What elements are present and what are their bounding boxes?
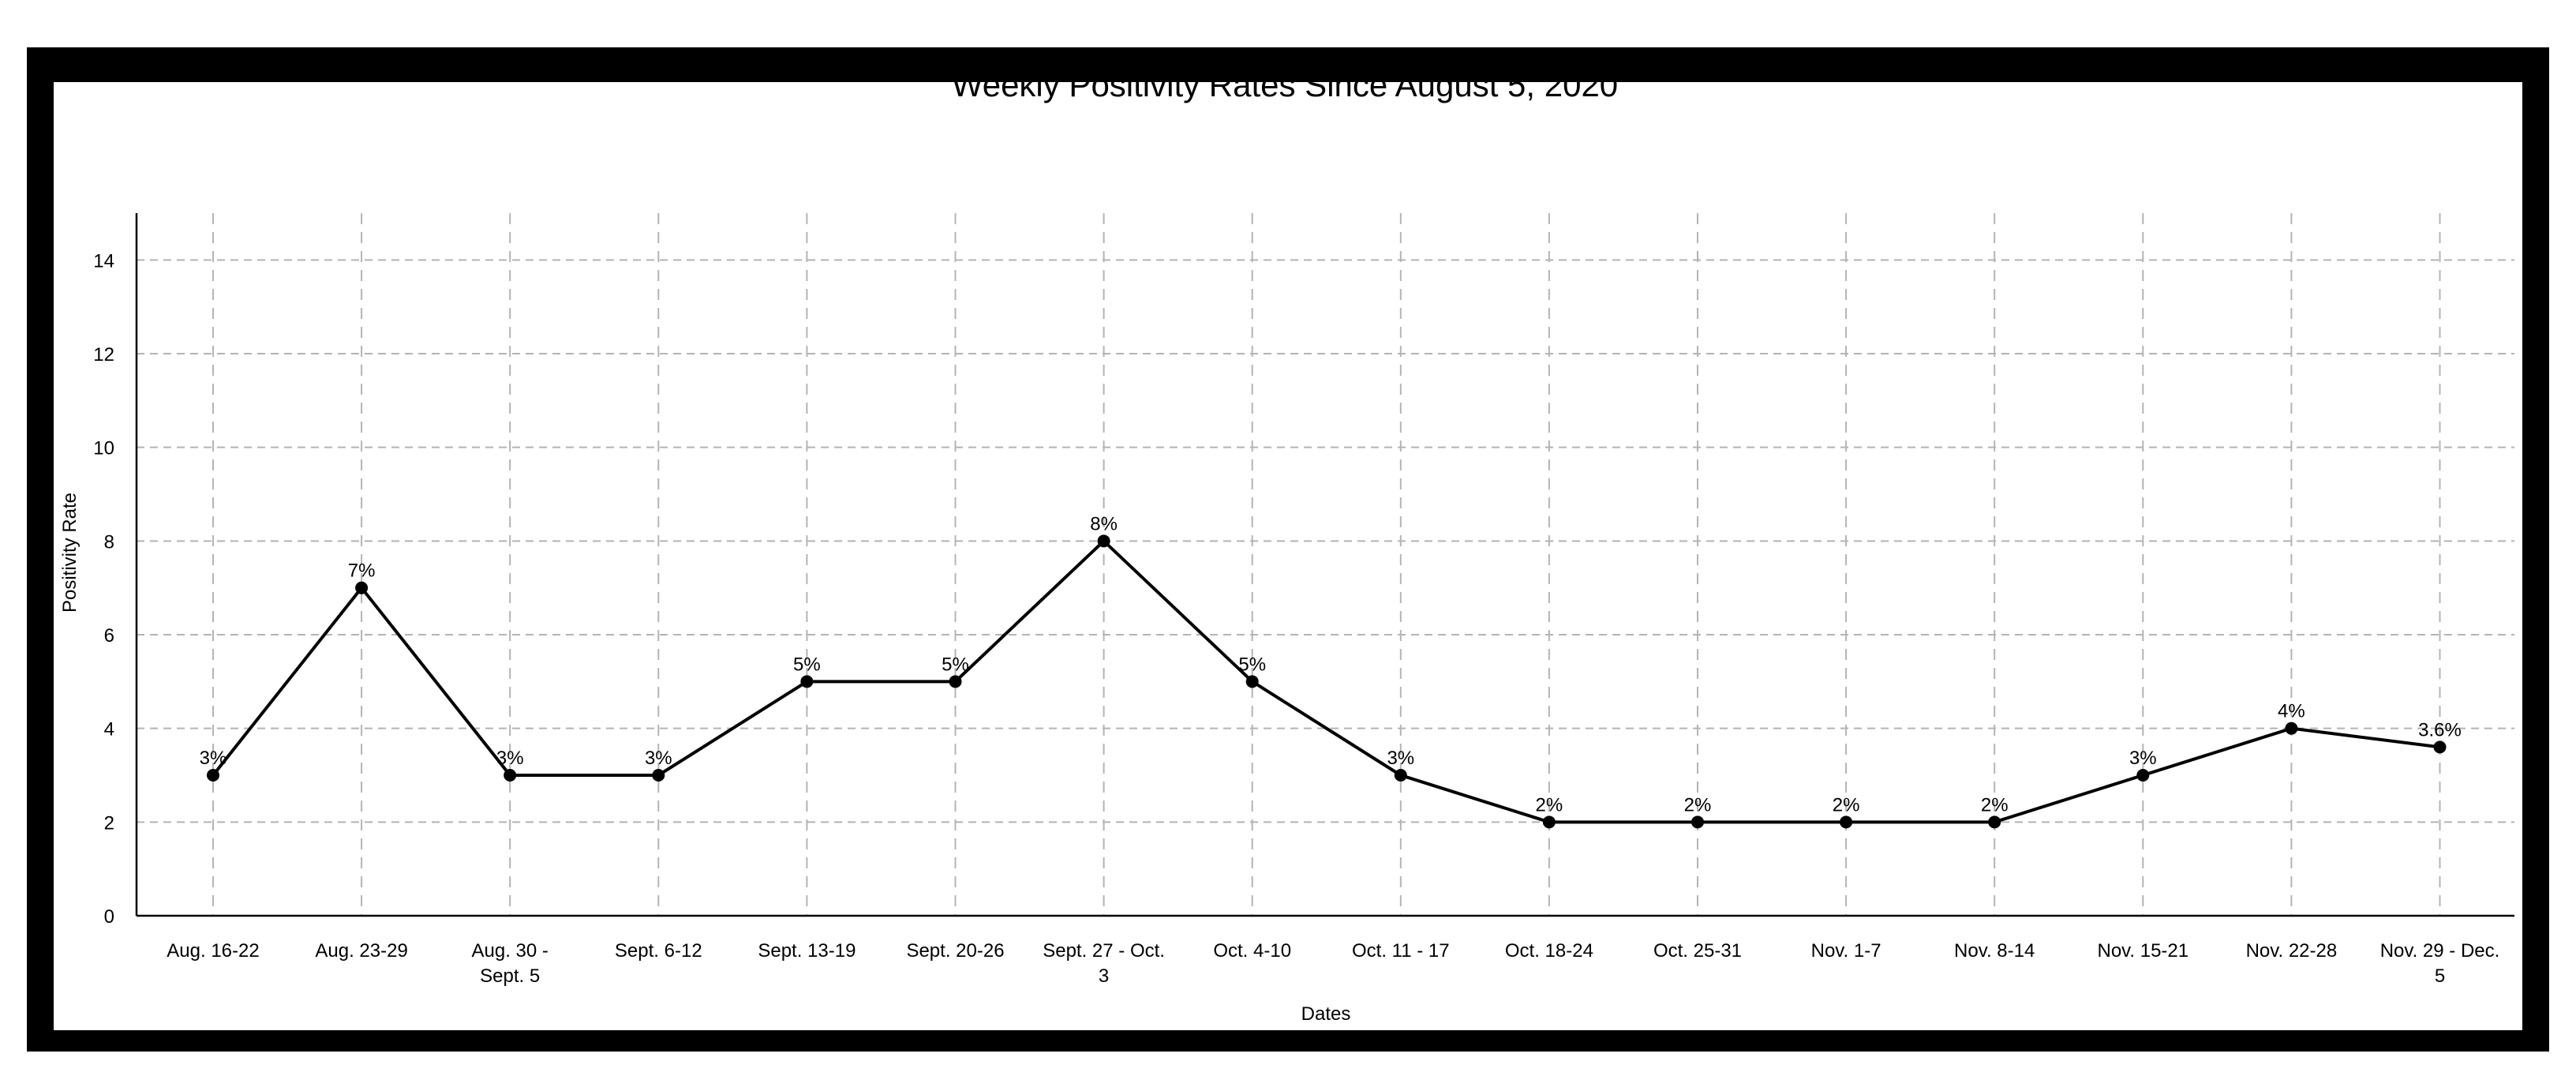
x-tick-label: Oct. 18-24: [1505, 940, 1593, 962]
data-label: 3.6%: [2418, 719, 2462, 740]
x-tick-label: Nov. 15-21: [2097, 940, 2188, 962]
data-label: 3%: [2129, 748, 2157, 769]
data-label: 8%: [1090, 513, 1118, 534]
data-point: [504, 769, 517, 782]
data-point: [207, 769, 219, 782]
tick-labels: 0 2 4 6 8 10 12 14 Aug. 16-22 Aug. 23-29 Aug. 30 -…: [93, 250, 2499, 987]
data-point: [1097, 534, 1110, 548]
data-label: 5%: [942, 654, 969, 675]
x-tick-label: Oct. 4-10: [1213, 940, 1291, 962]
x-tick-label: Nov. 8-14: [1954, 940, 2035, 962]
x-tick-label: Sept. 20-26: [906, 940, 1004, 962]
data-label: 2%: [1833, 794, 1860, 815]
x-axis-label: Dates: [1301, 1003, 1351, 1025]
data-point: [1394, 769, 1407, 782]
x-tick-label: Aug. 23-29: [315, 940, 407, 962]
y-tick-label: 12: [93, 344, 114, 366]
y-axis-label: Positivity Rate: [59, 493, 80, 613]
data-label: 3%: [645, 748, 672, 769]
x-tick-label: 5: [2435, 965, 2445, 987]
data-point: [1691, 815, 1704, 829]
data-label: 3%: [200, 748, 227, 769]
y-tick-label: 10: [93, 438, 114, 459]
data-point: [1988, 815, 2001, 829]
data-point: [2285, 722, 2298, 735]
data-label: 3%: [496, 748, 524, 769]
x-tick-label: Sept. 13-19: [758, 940, 856, 962]
data-point: [355, 581, 369, 594]
data-label: 3%: [1387, 748, 1414, 769]
data-point: [2433, 740, 2447, 754]
x-tick-label: Nov. 22-28: [2246, 940, 2338, 962]
data-label: 5%: [1238, 654, 1266, 675]
series-line: [212, 538, 2440, 824]
x-tick-label: Oct. 25-31: [1653, 940, 1742, 962]
y-tick-label: 4: [104, 719, 114, 740]
data-point: [652, 769, 665, 782]
gridlines: [137, 213, 2514, 916]
data-label: 7%: [348, 560, 376, 582]
y-tick-label: 6: [104, 625, 114, 647]
data-label: 5%: [793, 654, 821, 675]
data-point: [800, 675, 814, 688]
x-tick-label: Aug. 16-22: [167, 940, 259, 962]
y-tick-label: 2: [104, 812, 114, 834]
data-label: 4%: [2278, 701, 2305, 722]
x-tick-label: Nov. 1-7: [1811, 940, 1881, 962]
x-tick-label: Sept. 27 - Oct.: [1043, 940, 1165, 962]
data-point: [1245, 675, 1259, 688]
data-label: 2%: [1684, 794, 1712, 815]
y-tick-label: 0: [104, 906, 114, 928]
chart-title: Weekly Positivity Rates Since August 5, …: [952, 66, 1618, 103]
axes: [135, 213, 2514, 917]
data-point: [2136, 769, 2150, 782]
y-tick-label: 14: [93, 250, 114, 272]
y-tick-label: 8: [104, 531, 114, 553]
chart-background: [54, 82, 2522, 1030]
x-tick-label: Nov. 29 - Dec.: [2380, 940, 2500, 962]
data-point: [1542, 815, 1556, 829]
x-tick-label: Oct. 11 - 17: [1352, 940, 1450, 962]
series-positivity: 3% 7% 3% 3% 5% 5% 8% 5% 3% 2% 2% 2% 2% 3% 4% 3.6%: [200, 513, 2462, 829]
x-tick-label: 3: [1099, 965, 1109, 987]
data-label: 2%: [1536, 794, 1563, 815]
x-tick-label: Sept. 6-12: [615, 940, 702, 962]
data-point: [1840, 815, 1853, 829]
data-label: 2%: [1981, 794, 2009, 815]
x-tick-label: Aug. 30 -: [471, 940, 548, 962]
x-tick-label: Sept. 5: [480, 965, 540, 987]
data-point: [949, 675, 962, 688]
